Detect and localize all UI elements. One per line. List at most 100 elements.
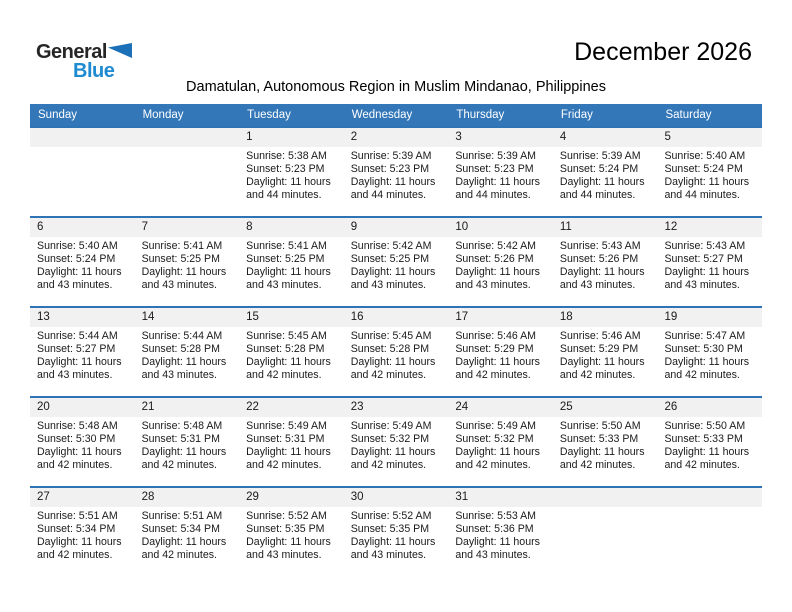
daylight-text-line2: and 42 minutes. <box>664 459 740 471</box>
sunset-text: Sunset: 5:29 PM <box>559 343 639 355</box>
daylight-text-line2: and 43 minutes. <box>350 279 427 291</box>
daylight-text-line1: Daylight: 11 hours <box>350 356 436 368</box>
week-row-3: 13 Sunrise: 5:44 AM Sunset: 5:27 PM Dayligh… <box>30 306 763 396</box>
daylight-text-line2: and 43 minutes. <box>141 279 217 291</box>
day-sun-info: Sunrise: 5:48 AM Sunset: 5:30 PM Daylight:… <box>30 417 135 472</box>
sunrise-text: Sunrise: 5:41 AM <box>246 240 327 252</box>
sunset-text: Sunset: 5:24 PM <box>37 253 116 265</box>
sunset-text: Sunset: 5:24 PM <box>559 163 639 175</box>
daylight-text-line2: and 43 minutes. <box>350 549 427 561</box>
sunset-text: Sunset: 5:25 PM <box>350 253 430 265</box>
daylight-text-line1: Daylight: 11 hours <box>141 536 227 548</box>
day-number: 11 <box>552 218 658 237</box>
daylight-text-line1: Daylight: 11 hours <box>664 176 750 188</box>
day-cell-7: 7 Sunrise: 5:41 AM Sunset: 5:25 PM Daylight… <box>134 218 240 306</box>
daylight-text-line1: Daylight: 11 hours <box>141 356 227 368</box>
day-sun-info: Sunrise: 5:38 AM Sunset: 5:23 PM Daylight:… <box>239 147 344 202</box>
sunrise-text: Sunrise: 5:53 AM <box>455 510 536 522</box>
sunset-text: Sunset: 5:27 PM <box>664 253 743 265</box>
daylight-text-line1: Daylight: 11 hours <box>37 266 122 278</box>
sunrise-text: Sunrise: 5:44 AM <box>37 330 118 342</box>
daylight-text-line2: and 43 minutes. <box>37 279 113 291</box>
daylight-text-line1: Daylight: 11 hours <box>455 446 540 458</box>
daylight-text-line2: and 43 minutes. <box>455 279 531 291</box>
daylight-text-line2: and 44 minutes. <box>246 189 322 201</box>
daylight-text-line1: Daylight: 11 hours <box>246 536 331 548</box>
sunset-text: Sunset: 5:28 PM <box>246 343 325 355</box>
daylight-text-line2: and 42 minutes. <box>141 459 217 471</box>
day-cell-16: 16 Sunrise: 5:45 AM Sunset: 5:28 PM Dayligh… <box>343 308 449 396</box>
sunset-text: Sunset: 5:35 PM <box>246 523 325 535</box>
day-number: 15 <box>239 308 344 327</box>
day-sun-info: Sunrise: 5:51 AM Sunset: 5:34 PM Daylight:… <box>135 507 240 562</box>
day-number: 13 <box>30 308 135 327</box>
sunset-text: Sunset: 5:23 PM <box>455 163 534 175</box>
empty-day-cell <box>30 128 135 216</box>
sunrise-text: Sunrise: 5:43 AM <box>664 240 746 252</box>
daylight-text-line1: Daylight: 11 hours <box>246 446 331 458</box>
sunset-text: Sunset: 5:26 PM <box>455 253 534 265</box>
sunrise-text: Sunrise: 5:40 AM <box>37 240 118 252</box>
daylight-text-line1: Daylight: 11 hours <box>350 266 436 278</box>
sunrise-text: Sunrise: 5:50 AM <box>664 420 746 432</box>
sunset-text: Sunset: 5:36 PM <box>455 523 534 535</box>
week-row-4: 20 Sunrise: 5:48 AM Sunset: 5:30 PM Dayligh… <box>30 396 763 486</box>
day-cell-25: 25 Sunrise: 5:50 AM Sunset: 5:33 PM Dayligh… <box>552 398 658 486</box>
daylight-text-line2: and 43 minutes. <box>664 279 740 291</box>
day-cell-15: 15 Sunrise: 5:45 AM Sunset: 5:28 PM Dayligh… <box>239 308 344 396</box>
sunset-text: Sunset: 5:33 PM <box>664 433 743 445</box>
daylight-text-line2: and 42 minutes. <box>141 549 217 561</box>
day-number: 12 <box>657 218 763 237</box>
weekday-saturday: Saturday <box>665 109 712 121</box>
weekday-header-row: Sunday Monday Tuesday Wednesday Thursday… <box>30 104 762 126</box>
daylight-text-line2: and 43 minutes. <box>37 369 113 381</box>
day-sun-info: Sunrise: 5:53 AM Sunset: 5:36 PM Daylight:… <box>448 507 553 562</box>
calendar-table: Sunday Monday Tuesday Wednesday Thursday… <box>30 104 763 576</box>
sunrise-text: Sunrise: 5:39 AM <box>559 150 641 162</box>
daylight-text-line1: Daylight: 11 hours <box>559 356 645 368</box>
sunset-text: Sunset: 5:23 PM <box>350 163 430 175</box>
day-number: 9 <box>343 218 449 237</box>
daylight-text-line1: Daylight: 11 hours <box>559 446 645 458</box>
daylight-text-line1: Daylight: 11 hours <box>455 536 540 548</box>
daylight-text-line1: Daylight: 11 hours <box>664 446 750 458</box>
day-sun-info: Sunrise: 5:39 AM Sunset: 5:23 PM Daylight:… <box>448 147 553 202</box>
sunset-text: Sunset: 5:33 PM <box>559 433 639 445</box>
sunrise-text: Sunrise: 5:52 AM <box>246 510 327 522</box>
day-cell-27: 27 Sunrise: 5:51 AM Sunset: 5:34 PM Dayligh… <box>30 488 135 576</box>
day-number <box>30 128 135 147</box>
sunrise-text: Sunrise: 5:50 AM <box>559 420 641 432</box>
day-cell-24: 24 Sunrise: 5:49 AM Sunset: 5:32 PM Dayligh… <box>448 398 553 486</box>
day-sun-info: Sunrise: 5:49 AM Sunset: 5:32 PM Daylight:… <box>448 417 553 472</box>
day-cell-11: 11 Sunrise: 5:43 AM Sunset: 5:26 PM Dayligh… <box>552 218 658 306</box>
sunrise-text: Sunrise: 5:39 AM <box>455 150 536 162</box>
sunset-text: Sunset: 5:31 PM <box>246 433 325 445</box>
day-number: 4 <box>552 128 658 147</box>
sunset-text: Sunset: 5:26 PM <box>559 253 639 265</box>
day-cell-22: 22 Sunrise: 5:49 AM Sunset: 5:31 PM Dayligh… <box>239 398 344 486</box>
day-cell-18: 18 Sunrise: 5:46 AM Sunset: 5:29 PM Dayligh… <box>552 308 658 396</box>
day-sun-info: Sunrise: 5:49 AM Sunset: 5:32 PM Daylight:… <box>344 417 449 472</box>
sunrise-text: Sunrise: 5:38 AM <box>246 150 327 162</box>
day-number: 21 <box>134 398 240 417</box>
day-sun-info: Sunrise: 5:40 AM Sunset: 5:24 PM Daylight:… <box>30 237 135 292</box>
daylight-text-line2: and 43 minutes. <box>559 279 636 291</box>
sunrise-text: Sunrise: 5:44 AM <box>141 330 223 342</box>
daylight-text-line1: Daylight: 11 hours <box>559 266 645 278</box>
empty-day-cell <box>134 128 240 216</box>
daylight-text-line2: and 42 minutes. <box>559 369 636 381</box>
day-number: 25 <box>552 398 658 417</box>
weekday-wednesday: Wednesday <box>351 109 413 121</box>
day-cell-21: 21 Sunrise: 5:48 AM Sunset: 5:31 PM Dayligh… <box>134 398 240 486</box>
day-sun-info: Sunrise: 5:43 AM Sunset: 5:27 PM Daylight:… <box>657 237 762 292</box>
day-cell-17: 17 Sunrise: 5:46 AM Sunset: 5:29 PM Dayligh… <box>448 308 553 396</box>
empty-day-cell <box>552 488 658 576</box>
sunrise-text: Sunrise: 5:47 AM <box>664 330 746 342</box>
day-sun-info: Sunrise: 5:46 AM Sunset: 5:29 PM Daylight:… <box>553 327 658 382</box>
sunset-text: Sunset: 5:27 PM <box>37 343 116 355</box>
day-number: 29 <box>239 488 344 507</box>
sunrise-text: Sunrise: 5:51 AM <box>37 510 118 522</box>
daylight-text-line2: and 42 minutes. <box>37 549 113 561</box>
week-row-2: 6 Sunrise: 5:40 AM Sunset: 5:24 PM Daylight… <box>30 216 763 306</box>
